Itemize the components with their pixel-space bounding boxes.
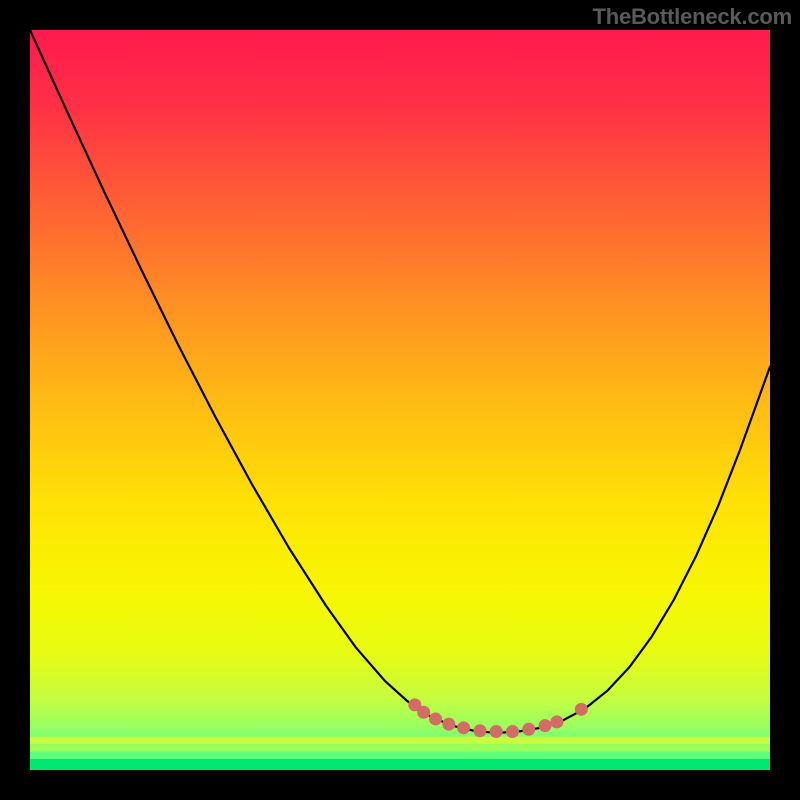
chart-plot-area (30, 30, 770, 770)
bottom-color-bands (30, 737, 770, 770)
chart-frame: TheBottleneck.com (0, 0, 800, 800)
chart-background (30, 30, 770, 770)
attribution-label: TheBottleneck.com (592, 4, 792, 30)
chart-svg (30, 30, 770, 770)
